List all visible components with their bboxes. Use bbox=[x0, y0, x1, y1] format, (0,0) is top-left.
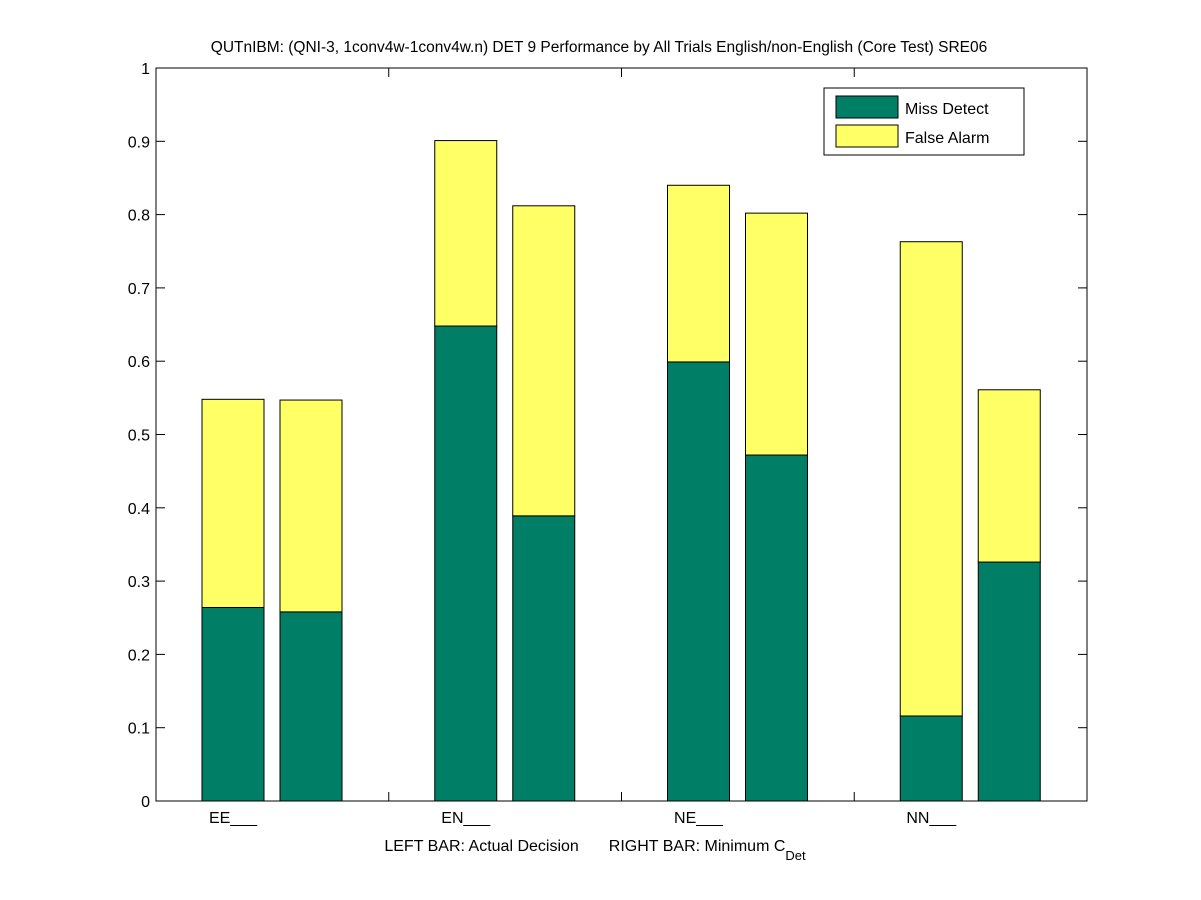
chart-title: QUTnIBM: (QNI-3, 1conv4w-1conv4w.n) DET … bbox=[211, 39, 987, 56]
x-axis: EE___ EN___ NE___ NN___ bbox=[209, 68, 957, 827]
y-tick-label: 0.2 bbox=[128, 647, 150, 664]
x-label-subscript: Det bbox=[785, 848, 806, 863]
bar-miss-detect-ee-right bbox=[279, 611, 343, 802]
y-tick-label: 1 bbox=[141, 61, 150, 78]
y-tick-label: 0.9 bbox=[128, 134, 150, 151]
bar-miss-detect-nn-right bbox=[977, 561, 1041, 802]
bar-false-alarm-nn-right bbox=[977, 389, 1041, 563]
bar-miss-detect-ne-right bbox=[745, 454, 808, 802]
bar-miss-detect-ne-left bbox=[667, 361, 730, 802]
y-tick-label: 0.5 bbox=[128, 428, 150, 445]
bar-false-alarm-nn-left bbox=[899, 241, 963, 717]
bar-miss-detect-ee-left bbox=[201, 606, 265, 802]
y-tick-label: 0.4 bbox=[128, 501, 150, 518]
y-tick-label: 0 bbox=[141, 794, 150, 811]
legend-label-miss-detect: Miss Detect bbox=[905, 101, 989, 118]
x-tick-label: EE___ bbox=[209, 810, 258, 827]
bar-false-alarm-ne-left bbox=[667, 184, 730, 363]
bar-false-alarm-en-right bbox=[512, 205, 576, 517]
x-tick-label: EN___ bbox=[441, 810, 491, 827]
bar-false-alarm-ne-right bbox=[745, 212, 808, 456]
x-axis-label: LEFT BAR: Actual Decision RIGHT BAR: Mini… bbox=[384, 838, 806, 863]
bars-layer bbox=[201, 140, 1041, 802]
legend-label-false-alarm: False Alarm bbox=[905, 130, 989, 147]
legend-swatch-false-alarm bbox=[835, 124, 899, 148]
x-tick-label: NE___ bbox=[674, 810, 724, 827]
y-tick-label: 0.7 bbox=[128, 281, 150, 298]
bar-miss-detect-en-left bbox=[434, 325, 498, 802]
bar-false-alarm-ee-left bbox=[201, 398, 265, 608]
bar-miss-detect-en-right bbox=[512, 515, 576, 802]
y-tick-label: 0.8 bbox=[128, 208, 150, 225]
bar-false-alarm-en-left bbox=[434, 140, 498, 327]
y-axis: 0 0.1 0.2 0.3 0.4 0.5 0.6 0.7 0.8 0.9 1 bbox=[128, 61, 1087, 811]
bar-false-alarm-ee-right bbox=[279, 399, 343, 613]
bar-miss-detect-nn-left bbox=[899, 715, 963, 802]
y-tick-label: 0.6 bbox=[128, 354, 150, 371]
x-label-left-part: LEFT BAR: Actual Decision bbox=[384, 838, 578, 855]
legend-swatch-miss-detect bbox=[835, 95, 899, 119]
y-tick-label: 0.3 bbox=[128, 574, 150, 591]
x-tick-label: NN___ bbox=[906, 810, 957, 827]
x-label-right-part: RIGHT BAR: Minimum C bbox=[609, 838, 786, 855]
y-tick-label: 0.1 bbox=[128, 721, 150, 738]
legend: Miss Detect False Alarm bbox=[823, 87, 1025, 156]
